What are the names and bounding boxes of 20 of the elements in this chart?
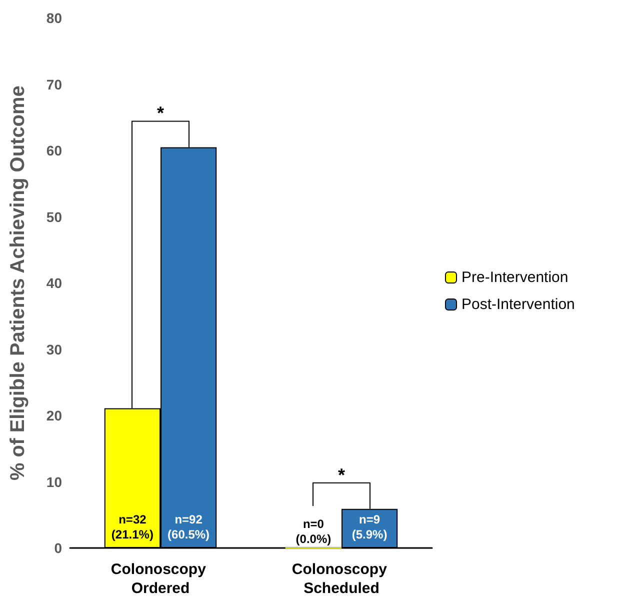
legend-label: Pre-Intervention [462, 269, 568, 286]
x-tick-label: Colonoscopy Ordered [110, 561, 210, 597]
x-tick-label: Colonoscopy Scheduled [292, 561, 392, 597]
y-axis-title: % of Eligible Patients Achieving Outcome [7, 86, 29, 480]
y-tick-label: 40 [46, 275, 62, 291]
annotation: * [156, 103, 164, 124]
y-tick-label: 30 [46, 341, 62, 358]
y-tick-label: 50 [46, 208, 62, 225]
y-tick-label: 10 [46, 474, 62, 490]
data-label: n=9 (5.9%) [352, 512, 388, 542]
y-tick-label: 0 [54, 540, 62, 556]
data-label: n=0 (0.0%) [296, 517, 332, 546]
y-tick-label: 20 [46, 408, 62, 424]
y-tick-label: 80 [46, 10, 62, 26]
legend-label: Post-Intervention [462, 296, 575, 313]
data-label: n=32 (21.1%) [111, 512, 154, 542]
data-label: n=92 (60.5%) [168, 512, 210, 542]
annotation: * [338, 464, 346, 485]
y-tick-label: 60 [46, 142, 62, 158]
y-tick-label: 70 [46, 76, 62, 92]
